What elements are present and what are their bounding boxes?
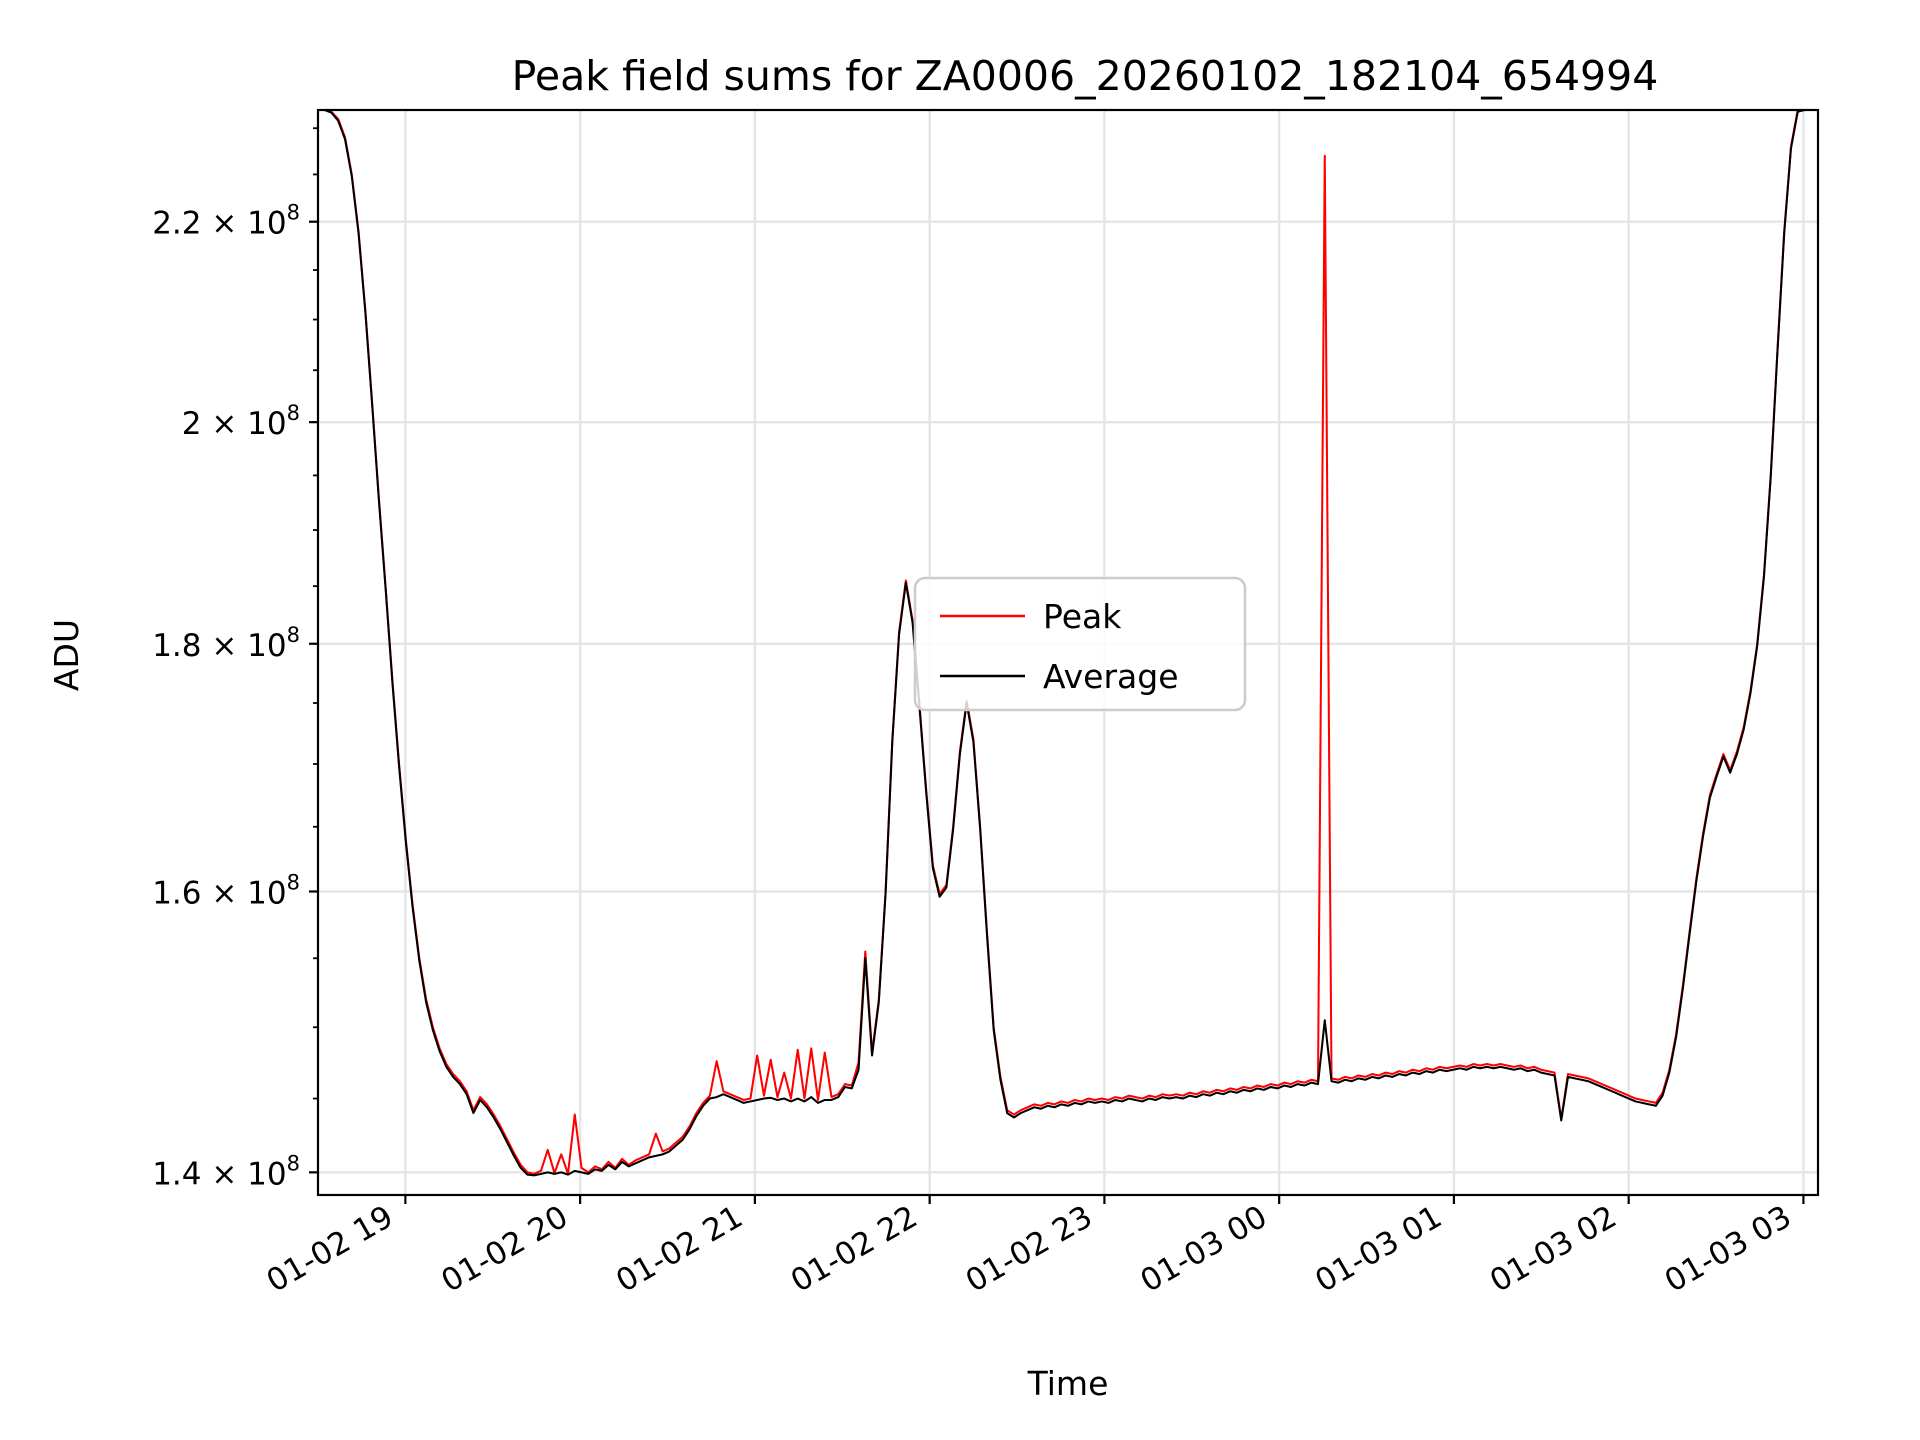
legend-label-peak: Peak [1043,597,1122,636]
x-tick-marks [404,1195,1805,1204]
series-line-average [318,108,1818,1177]
y-tick-label: 1.8 × 108 [152,623,300,664]
y-tick-label: 2.2 × 108 [152,201,300,242]
x-gridlines [404,110,1805,1195]
y-tick-labels: 1.4 × 108 1.6 × 108 1.8 × 108 2 × 108 2.2 × … [152,201,300,1193]
legend-label-average: Average [1043,657,1179,696]
y-tick-label: 1.6 × 108 [152,870,300,911]
y-axis-label: ADU [47,619,86,691]
y-tick-label: 2 × 108 [182,401,300,442]
data-series-group [318,108,1818,1177]
axes-frame [316,108,1820,1197]
legend[interactable]: Peak Average [913,576,1247,712]
y-tick-label: 1.4 × 108 [152,1151,300,1192]
y-minor-tick-marks [313,127,318,1100]
chart-title: Peak field sums for ZA0006_20260102_1821… [512,52,1659,100]
x-axis-label: Time [1027,1364,1109,1403]
